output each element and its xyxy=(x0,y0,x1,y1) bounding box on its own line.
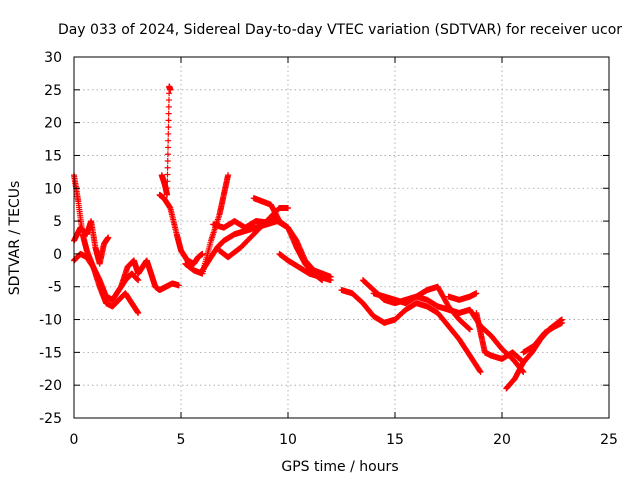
data-point xyxy=(465,325,472,332)
data-point xyxy=(165,137,172,144)
y-tick-label: -15 xyxy=(39,345,62,361)
y-tick-label: 20 xyxy=(44,116,62,132)
data-point xyxy=(165,103,172,110)
data-point xyxy=(165,117,172,124)
data-point xyxy=(164,157,171,164)
data-point xyxy=(476,368,483,375)
chart-title: Day 033 of 2024, Sidereal Day-to-day VTE… xyxy=(58,22,622,38)
data-point xyxy=(558,319,565,326)
series-track-17 xyxy=(445,290,480,303)
x-tick-label: 25 xyxy=(600,432,618,448)
y-tick-label: -25 xyxy=(39,411,62,427)
data-point xyxy=(105,234,112,241)
y-axis-tick-labels: -25 -20 -15 -10 -5 0 5 10 15 20 25 30 xyxy=(39,50,62,427)
data-point xyxy=(167,86,174,93)
y-tick-label: 15 xyxy=(44,148,62,164)
axis-ticks xyxy=(73,56,610,419)
data-point xyxy=(164,171,171,178)
data-point xyxy=(285,204,291,211)
series-track-13 xyxy=(276,250,334,284)
data-point xyxy=(520,369,527,376)
plot-frame xyxy=(73,56,610,419)
y-tick-label: 0 xyxy=(53,247,62,263)
y-tick-label: -20 xyxy=(39,378,62,394)
x-axis-tick-labels: 0 5 10 15 20 25 xyxy=(70,432,618,448)
data-point xyxy=(175,282,182,289)
data-point xyxy=(164,151,171,158)
data-series xyxy=(71,83,565,392)
series-track-18 xyxy=(473,309,527,366)
x-tick-label: 0 xyxy=(70,432,79,448)
data-point xyxy=(165,110,172,117)
series-track-2 xyxy=(71,250,142,303)
series-track-4 xyxy=(118,257,182,294)
data-point xyxy=(165,124,172,131)
data-point xyxy=(164,191,171,198)
data-point xyxy=(327,277,334,284)
data-point xyxy=(164,185,171,192)
data-point xyxy=(466,326,473,333)
data-point xyxy=(166,90,173,97)
series-track-14 xyxy=(338,287,484,376)
x-tick-label: 20 xyxy=(493,432,511,448)
series-track-6 xyxy=(158,83,174,198)
data-point xyxy=(473,290,480,297)
y-tick-label: 10 xyxy=(44,181,62,197)
y-tick-label: -10 xyxy=(39,313,62,329)
series-track-5 xyxy=(156,191,206,267)
y-axis-label: SDTVAR / TECUs xyxy=(7,181,23,296)
y-tick-label: 30 xyxy=(44,50,62,66)
y-tick-label: 25 xyxy=(44,83,62,99)
y-tick-label: 5 xyxy=(53,214,62,230)
data-point xyxy=(165,130,172,137)
series-track-20 xyxy=(520,319,565,356)
data-point xyxy=(199,250,206,257)
data-point xyxy=(135,309,142,316)
data-point xyxy=(135,277,142,284)
x-tick-label: 10 xyxy=(279,432,297,448)
data-point xyxy=(466,325,473,332)
grid-lines xyxy=(74,57,609,418)
data-point xyxy=(165,97,172,104)
x-tick-label: 5 xyxy=(177,432,186,448)
x-tick-label: 15 xyxy=(386,432,404,448)
series-track-10 xyxy=(216,204,291,261)
data-point xyxy=(164,178,171,185)
data-point xyxy=(164,164,171,171)
series-track-7 xyxy=(182,172,232,277)
y-tick-label: -5 xyxy=(48,280,62,296)
data-point xyxy=(165,144,172,151)
x-axis-label: GPS time / hours xyxy=(281,459,398,475)
data-point xyxy=(477,369,484,376)
data-point xyxy=(225,172,232,179)
series-track-3 xyxy=(71,218,112,267)
